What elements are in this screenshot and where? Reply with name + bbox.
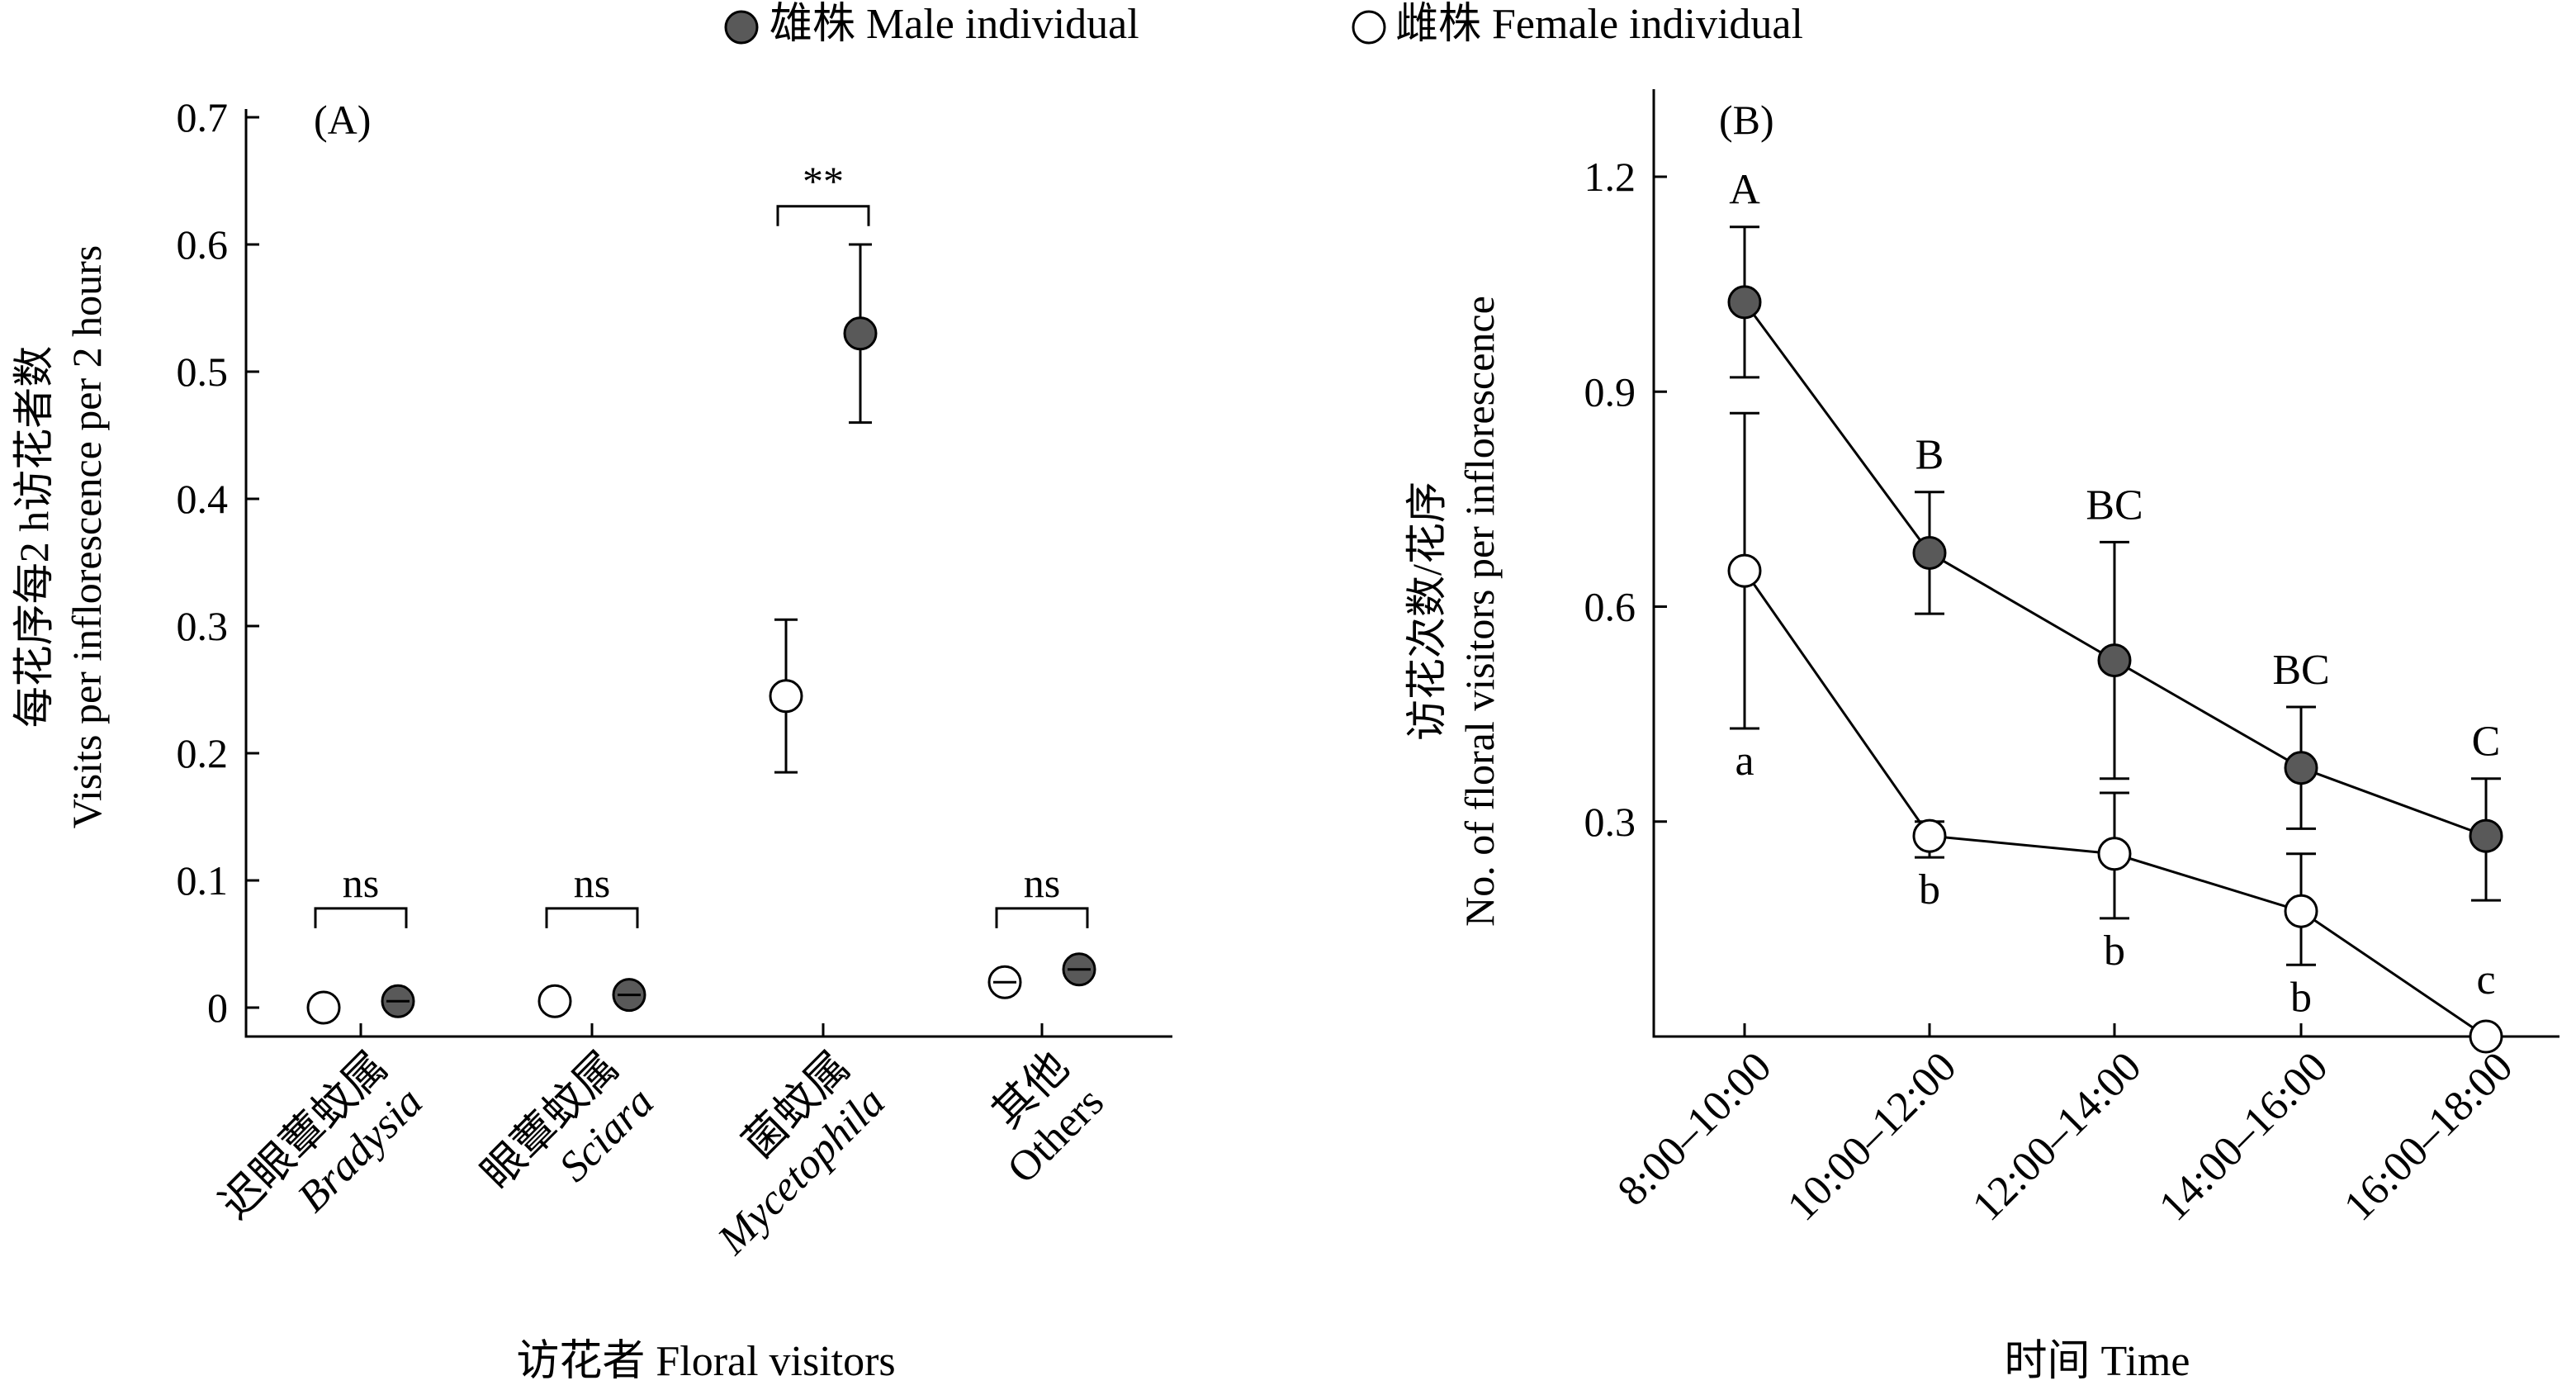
panel-b-x-tick-label: 8:00–10:00 xyxy=(1609,1043,1781,1215)
legend-male-marker xyxy=(724,10,759,45)
panel-b-male-letter: B xyxy=(1915,432,1944,479)
panel-b-female-point xyxy=(1727,553,1762,588)
panel-b-male-letter: A xyxy=(1729,167,1760,214)
panel-a-y-tick-label: 0 xyxy=(207,984,228,1031)
panel-a-y-tick-label: 0.5 xyxy=(177,349,229,395)
panel-b-label: (B) xyxy=(1719,97,1774,143)
legend-male-label: 雄株 Male individual xyxy=(769,1,1139,48)
panel-a-female-point xyxy=(306,990,341,1025)
panel-b-male-letter: BC xyxy=(2086,482,2143,529)
legend-female-marker xyxy=(1352,10,1386,45)
panel-b-x-axis-title: 时间 Time xyxy=(2005,1338,2190,1385)
panel-b-y-tick-label: 1.2 xyxy=(1584,154,1636,200)
panel-a-y-tick-label: 0.2 xyxy=(177,730,229,776)
panel-a-significance-label: ns xyxy=(1024,860,1060,906)
panel-b-y-tick-label: 0.6 xyxy=(1584,584,1636,630)
panel-b-male-point xyxy=(2469,818,2503,853)
panel-a-male-point xyxy=(843,316,878,351)
panel-b-male-point xyxy=(1912,535,1947,570)
panel-b-female-letter: a xyxy=(1735,738,1754,785)
panel-b-female-letter: b xyxy=(1919,866,1940,913)
panel-a-female-point xyxy=(537,984,572,1018)
panel-b-female-point xyxy=(2284,894,2318,928)
panel-b-y-axis-title: 访花次数/花序 No. of floral visitors per inflo… xyxy=(1404,296,1503,927)
panel-b-ylabel-en: No. of floral visitors per inflorescence xyxy=(1456,296,1503,927)
panel-b-male-point xyxy=(2284,751,2318,785)
panel-b-y-tick-label: 0.3 xyxy=(1584,799,1636,845)
panel-b-female-point xyxy=(2469,1019,2503,1054)
panel-a-ylabel-zh: 每花序每2 h访花者数 xyxy=(11,346,57,728)
panel-a-y-tick-label: 0.7 xyxy=(177,94,229,140)
panel-b-male-point xyxy=(2097,643,2132,678)
panel-a-significance-bracket xyxy=(314,907,408,928)
legend-female-label: 雌株 Female individual xyxy=(1395,1,1803,48)
legend: 雄株 Male individual 雌株 Female individual xyxy=(724,1,1803,48)
panel-a-significance-bracket xyxy=(995,907,1089,928)
panel-a-axes xyxy=(244,109,1172,1038)
panel-b-female-point xyxy=(1912,818,1947,853)
panel-a-y-tick-label: 0.4 xyxy=(177,476,229,522)
panel-a-x-axis-title: 访花者 Floral visitors xyxy=(516,1338,895,1385)
panel-a-significance-bracket xyxy=(776,205,870,226)
panel-b-female-point xyxy=(2097,837,2132,871)
panel-b-plot: 0.3 0.6 0.9 1.2 8:00–10:0010:00–12:0012:00–1… xyxy=(1584,89,2559,1230)
panel-b-female-letter: c xyxy=(2476,956,2495,1003)
panel-a-ylabel-en: Visits per inflorescence per 2 hours xyxy=(64,245,110,829)
panel-a-significance-label: ns xyxy=(343,860,379,906)
panel-a-significance-label: ns xyxy=(574,860,610,906)
panel-a: (A) 每花序每2 h访花者数 Visits per inflorescence… xyxy=(11,94,1172,1385)
panel-a-significance-bracket xyxy=(545,907,639,928)
panel-b-ylabel-zh: 访花次数/花序 xyxy=(1404,482,1450,741)
panel-b-female-letter: b xyxy=(2104,927,2125,975)
panel-a-significance-label: ** xyxy=(803,158,844,204)
panel-b-x-tick-label: 14:00–16:00 xyxy=(2150,1043,2337,1230)
panel-a-y-tick-label: 0.3 xyxy=(177,603,229,649)
panel-b: (B) 访花次数/花序 No. of floral visitors per i… xyxy=(1404,89,2559,1385)
panel-b-male-point xyxy=(1727,285,1762,320)
panel-b-female-letter: b xyxy=(2290,974,2312,1021)
panel-a-label: (A) xyxy=(314,97,371,143)
panel-a-y-tick-label: 0.6 xyxy=(177,221,229,268)
panel-b-axes xyxy=(1652,89,2559,1038)
panel-b-x-tick-label: 12:00–14:00 xyxy=(1963,1043,2150,1230)
panel-b-male-letter: BC xyxy=(2272,647,2329,694)
panel-a-y-tick-label: 0.1 xyxy=(177,857,229,904)
panel-b-x-tick-label: 10:00–12:00 xyxy=(1778,1043,1965,1230)
panel-a-y-axis-title: 每花序每2 h访花者数 Visits per inflorescence per… xyxy=(11,245,110,829)
panel-b-male-letter: C xyxy=(2472,719,2501,766)
panel-b-x-tick-label: 16:00–18:00 xyxy=(2335,1043,2522,1230)
panel-a-female-point xyxy=(769,679,803,714)
panel-b-y-tick-label: 0.9 xyxy=(1584,368,1636,415)
